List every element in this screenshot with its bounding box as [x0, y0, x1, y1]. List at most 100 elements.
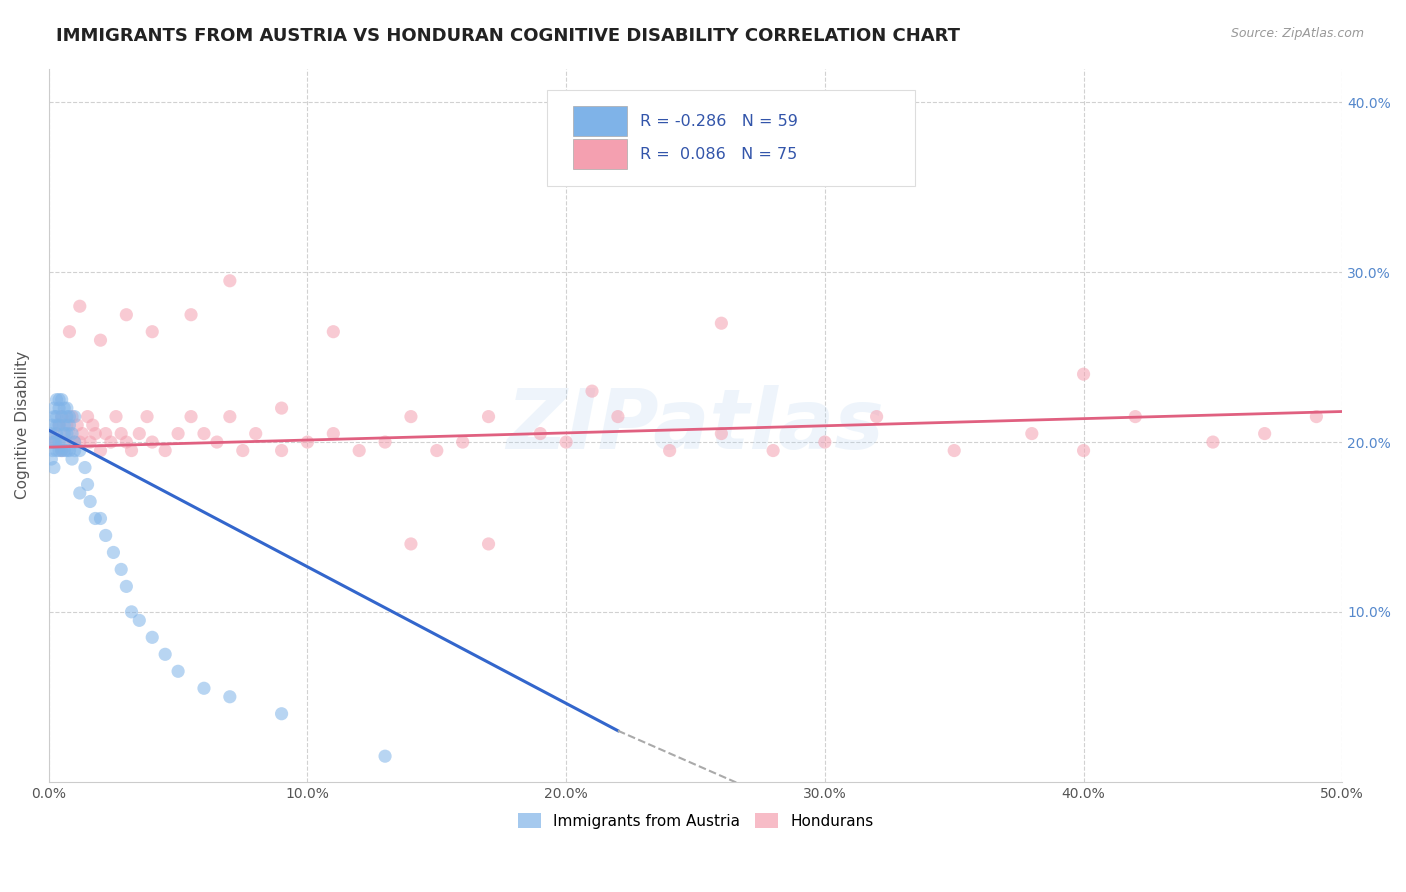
- Point: [84, 426, 107, 441]
- Point: [658, 443, 681, 458]
- Point: [865, 409, 887, 424]
- Text: Source: ZipAtlas.com: Source: ZipAtlas.com: [1230, 27, 1364, 40]
- Point: [1253, 426, 1275, 441]
- Point: [477, 537, 499, 551]
- Point: [141, 325, 163, 339]
- Point: [42, 435, 65, 450]
- Y-axis label: Cognitive Disability: Cognitive Disability: [15, 351, 30, 500]
- Point: [58, 418, 80, 433]
- Point: [141, 630, 163, 644]
- FancyBboxPatch shape: [572, 139, 627, 169]
- Point: [69, 435, 91, 450]
- Point: [245, 426, 267, 441]
- Point: [814, 435, 837, 450]
- Point: [205, 435, 228, 450]
- Point: [58, 443, 80, 458]
- Point: [374, 435, 396, 450]
- Point: [128, 426, 150, 441]
- Point: [42, 401, 65, 416]
- Point: [115, 435, 138, 450]
- Point: [48, 418, 70, 433]
- Point: [347, 443, 370, 458]
- Point: [121, 605, 143, 619]
- Point: [48, 401, 70, 416]
- Point: [60, 426, 83, 441]
- Point: [53, 401, 76, 416]
- Point: [115, 579, 138, 593]
- Point: [69, 299, 91, 313]
- Point: [141, 435, 163, 450]
- Point: [51, 443, 73, 458]
- Point: [45, 443, 67, 458]
- Point: [322, 426, 344, 441]
- Point: [100, 435, 122, 450]
- Point: [48, 418, 70, 433]
- Point: [60, 452, 83, 467]
- Point: [58, 325, 80, 339]
- Point: [56, 409, 79, 424]
- Point: [42, 435, 65, 450]
- Point: [44, 435, 66, 450]
- Text: IMMIGRANTS FROM AUSTRIA VS HONDURAN COGNITIVE DISABILITY CORRELATION CHART: IMMIGRANTS FROM AUSTRIA VS HONDURAN COGN…: [56, 27, 960, 45]
- Point: [399, 537, 422, 551]
- Point: [53, 443, 76, 458]
- Point: [45, 409, 67, 424]
- Point: [110, 562, 132, 576]
- Point: [115, 308, 138, 322]
- Point: [180, 308, 202, 322]
- Point: [167, 665, 190, 679]
- Point: [48, 443, 70, 458]
- Point: [943, 443, 966, 458]
- Point: [1021, 426, 1043, 441]
- Point: [82, 418, 104, 433]
- Point: [451, 435, 474, 450]
- Point: [89, 333, 111, 347]
- Point: [193, 681, 215, 696]
- Point: [51, 409, 73, 424]
- Point: [72, 426, 94, 441]
- Point: [322, 325, 344, 339]
- Point: [94, 426, 117, 441]
- Point: [105, 409, 128, 424]
- Text: R =  0.086   N = 75: R = 0.086 N = 75: [640, 146, 797, 161]
- Point: [79, 494, 101, 508]
- Point: [44, 409, 66, 424]
- Point: [45, 426, 67, 441]
- Point: [45, 392, 67, 407]
- Point: [45, 426, 67, 441]
- Point: [48, 435, 70, 450]
- Point: [606, 409, 628, 424]
- Text: ZIPatlas: ZIPatlas: [506, 384, 884, 466]
- Point: [51, 409, 73, 424]
- Point: [39, 426, 62, 441]
- Point: [477, 409, 499, 424]
- Point: [89, 443, 111, 458]
- Point: [232, 443, 254, 458]
- Point: [51, 435, 73, 450]
- Point: [53, 418, 76, 433]
- Point: [710, 316, 733, 330]
- Point: [58, 409, 80, 424]
- Point: [193, 426, 215, 441]
- Point: [167, 426, 190, 441]
- Point: [218, 690, 240, 704]
- Point: [762, 443, 785, 458]
- Point: [66, 418, 89, 433]
- Point: [56, 443, 79, 458]
- Point: [110, 426, 132, 441]
- Point: [58, 426, 80, 441]
- Point: [45, 418, 67, 433]
- Point: [297, 435, 319, 450]
- Point: [84, 511, 107, 525]
- Point: [1123, 409, 1146, 424]
- Point: [56, 401, 79, 416]
- Point: [42, 460, 65, 475]
- FancyBboxPatch shape: [547, 90, 915, 186]
- FancyBboxPatch shape: [572, 106, 627, 136]
- Point: [270, 401, 292, 416]
- Point: [56, 426, 79, 441]
- Point: [69, 486, 91, 500]
- Point: [153, 443, 176, 458]
- Point: [270, 443, 292, 458]
- Point: [48, 392, 70, 407]
